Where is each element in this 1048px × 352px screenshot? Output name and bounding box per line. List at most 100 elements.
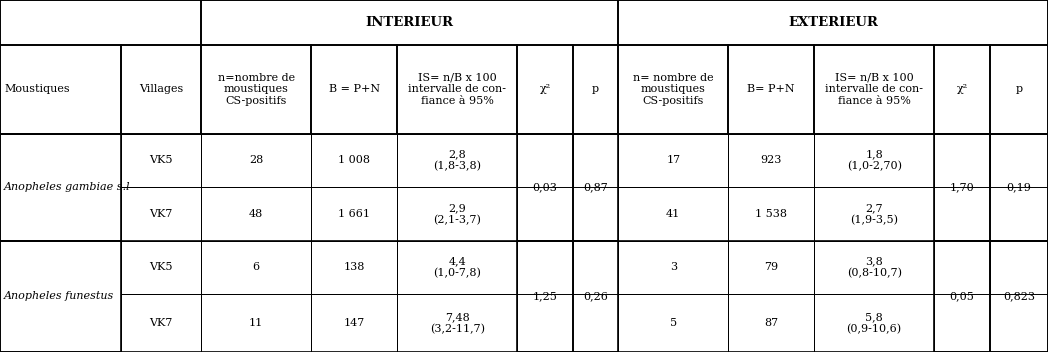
Text: VK5: VK5	[149, 155, 173, 165]
Bar	[728, 45, 814, 134]
Bar	[618, 294, 728, 352]
Text: 923: 923	[761, 155, 782, 165]
Text: B = P+N: B = P+N	[329, 84, 379, 94]
Bar	[201, 45, 311, 134]
Bar	[814, 187, 935, 241]
Bar	[0, 241, 121, 352]
Bar	[121, 134, 201, 187]
Text: 17: 17	[667, 155, 680, 165]
Bar	[989, 134, 1048, 241]
Text: 1 008: 1 008	[339, 155, 370, 165]
Bar	[518, 241, 573, 294]
Bar	[989, 45, 1048, 134]
Bar	[201, 0, 618, 45]
Bar	[814, 241, 935, 294]
Bar	[935, 45, 989, 134]
Bar	[201, 187, 311, 241]
Text: n= nombre de
moustiques
CS-positifs: n= nombre de moustiques CS-positifs	[633, 73, 714, 106]
Bar	[814, 45, 935, 134]
Bar	[397, 187, 518, 241]
Bar	[935, 241, 989, 294]
Text: 0,26: 0,26	[583, 291, 608, 301]
Text: 6: 6	[253, 262, 260, 272]
Text: VK5: VK5	[149, 262, 173, 272]
Bar	[728, 294, 814, 352]
Bar	[311, 45, 397, 134]
Bar	[311, 294, 397, 352]
Text: 138: 138	[344, 262, 365, 272]
Text: 28: 28	[249, 155, 263, 165]
Bar	[397, 45, 518, 134]
Text: 0,19: 0,19	[1006, 182, 1031, 192]
Text: p: p	[1016, 84, 1023, 94]
Bar	[728, 187, 814, 241]
Text: 41: 41	[667, 209, 680, 219]
Text: 3: 3	[670, 262, 677, 272]
Bar	[311, 187, 397, 241]
Text: p: p	[592, 84, 598, 94]
Text: 1,70: 1,70	[949, 182, 975, 192]
Bar	[618, 187, 728, 241]
Bar	[935, 134, 989, 241]
Text: Anopheles gambiae s.l: Anopheles gambiae s.l	[4, 182, 131, 192]
Text: INTERIEUR: INTERIEUR	[366, 16, 454, 29]
Text: 87: 87	[764, 318, 779, 328]
Text: Anopheles funestus: Anopheles funestus	[4, 291, 114, 301]
Bar	[618, 0, 1048, 45]
Bar	[201, 241, 311, 294]
Bar	[573, 134, 618, 241]
Bar	[989, 241, 1048, 294]
Text: n=nombre de
moustiques
CS-positifs: n=nombre de moustiques CS-positifs	[218, 73, 294, 106]
Text: IS= n/B x 100
intervalle de con-
fiance à 95%: IS= n/B x 100 intervalle de con- fiance …	[825, 73, 923, 106]
Bar	[573, 45, 618, 134]
Bar	[989, 241, 1048, 352]
Text: 11: 11	[249, 318, 263, 328]
Bar	[618, 45, 728, 134]
Text: Moustiques: Moustiques	[4, 84, 69, 94]
Text: 4,4
(1,0-7,8): 4,4 (1,0-7,8)	[433, 256, 481, 278]
Text: EXTERIEUR: EXTERIEUR	[788, 16, 878, 29]
Text: 3,8
(0,8-10,7): 3,8 (0,8-10,7)	[847, 256, 901, 278]
Bar	[397, 134, 518, 187]
Bar	[0, 45, 121, 134]
Bar	[201, 294, 311, 352]
Bar	[121, 294, 201, 352]
Text: 2,8
(1,8-3,8): 2,8 (1,8-3,8)	[433, 149, 481, 171]
Bar	[121, 241, 201, 294]
Bar	[618, 134, 728, 187]
Text: 7,48
(3,2-11,7): 7,48 (3,2-11,7)	[430, 312, 484, 334]
Bar	[397, 241, 518, 294]
Text: IS= n/B x 100
intervalle de con-
fiance à 95%: IS= n/B x 100 intervalle de con- fiance …	[408, 73, 506, 106]
Bar	[201, 134, 311, 187]
Text: Villages: Villages	[138, 84, 183, 94]
Bar	[0, 0, 201, 45]
Bar	[935, 241, 989, 352]
Bar	[518, 45, 573, 134]
Text: 79: 79	[764, 262, 779, 272]
Text: 0,823: 0,823	[1003, 291, 1034, 301]
Text: 1 538: 1 538	[756, 209, 787, 219]
Bar	[121, 187, 201, 241]
Bar	[311, 134, 397, 187]
Text: χ²: χ²	[957, 84, 967, 94]
Bar	[814, 134, 935, 187]
Bar	[814, 294, 935, 352]
Text: 1 661: 1 661	[339, 209, 370, 219]
Text: 5: 5	[670, 318, 677, 328]
Bar	[518, 134, 573, 187]
Text: 0,05: 0,05	[949, 291, 975, 301]
Bar	[573, 134, 618, 187]
Text: VK7: VK7	[149, 209, 173, 219]
Text: 2,7
(1,9-3,5): 2,7 (1,9-3,5)	[850, 203, 898, 225]
Text: 147: 147	[344, 318, 365, 328]
Bar	[935, 134, 989, 187]
Bar	[618, 241, 728, 294]
Text: 2,9
(2,1-3,7): 2,9 (2,1-3,7)	[433, 203, 481, 225]
Text: χ²: χ²	[540, 84, 551, 94]
Bar	[573, 241, 618, 294]
Bar	[518, 134, 573, 241]
Text: 5,8
(0,9-10,6): 5,8 (0,9-10,6)	[847, 312, 901, 334]
Text: 0,87: 0,87	[583, 182, 608, 192]
Bar	[518, 241, 573, 352]
Bar	[989, 134, 1048, 187]
